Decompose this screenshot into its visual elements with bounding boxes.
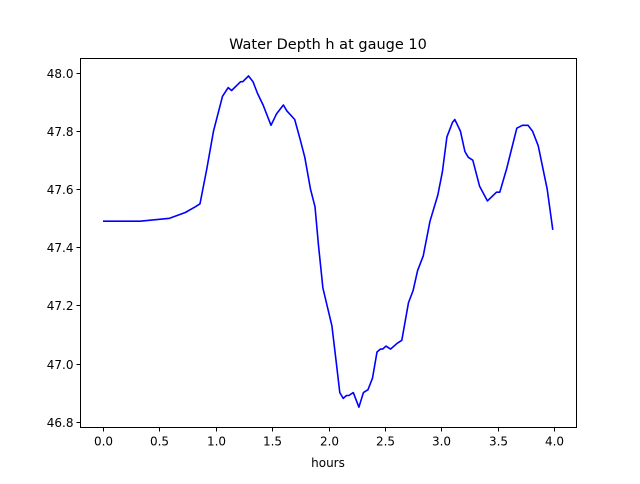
series-group [103,75,554,408]
y-axis: 46.8 47.0 47.2 47.4 47.6 47.8 48.0 [47,67,81,430]
x-tick-label: 2.0 [320,435,339,449]
y-tick-label: 48.0 [47,67,74,81]
series-line-h [103,75,554,408]
y-tick-label: 47.8 [47,125,74,139]
axes-frame [80,58,577,428]
x-tick-label: 3.5 [489,435,508,449]
x-tick-label: 4.0 [545,435,564,449]
x-tick-label: 2.5 [376,435,395,449]
y-tick-label: 47.6 [47,183,74,197]
x-tick-label: 0.5 [150,435,169,449]
x-tick-label: 1.5 [263,435,282,449]
x-tick-label: 0.0 [94,435,113,449]
x-axis: 0.0 0.5 1.0 1.5 2.0 2.5 3.0 3.5 4.0 [94,427,564,449]
y-tick-label: 47.0 [47,358,74,372]
y-tick-label: 46.8 [47,416,74,430]
y-tick-label: 47.4 [47,241,74,255]
x-tick-label: 3.0 [432,435,451,449]
x-tick-label: 1.0 [207,435,226,449]
x-axis-label: hours [311,456,345,470]
chart-title: Water Depth h at gauge 10 [229,37,427,53]
y-tick-label: 47.2 [47,299,74,313]
